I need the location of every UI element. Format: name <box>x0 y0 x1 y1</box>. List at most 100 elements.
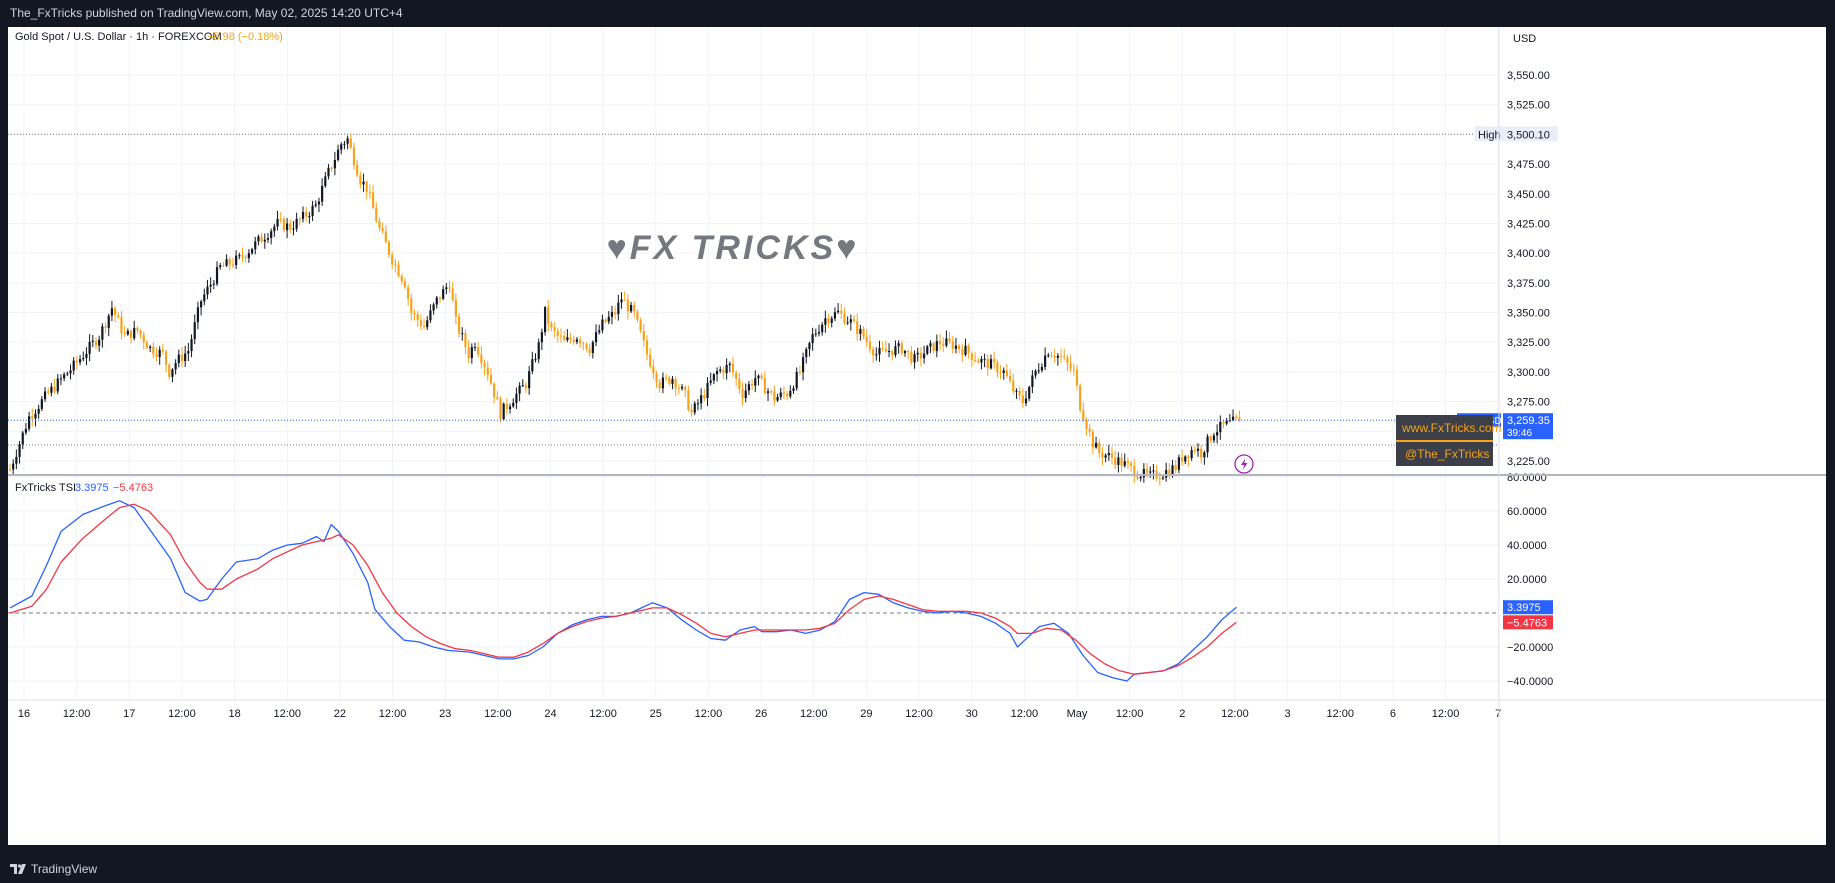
candle <box>1066 354 1069 372</box>
candle <box>980 355 983 370</box>
candle <box>636 309 639 323</box>
candle <box>400 273 403 285</box>
candle <box>477 342 480 358</box>
candle <box>1031 370 1034 394</box>
candle <box>626 294 629 320</box>
candle <box>579 336 582 348</box>
candle <box>534 353 537 363</box>
x-tick-label: 3 <box>1285 708 1291 720</box>
candle <box>34 409 37 427</box>
candle <box>862 326 865 340</box>
candle <box>502 402 505 421</box>
watermark-website-box[interactable]: www.FxTricks.com @The_FxTricks <box>1396 415 1502 466</box>
candle <box>1180 449 1184 466</box>
candle <box>840 303 843 319</box>
candle <box>766 388 770 402</box>
candle <box>846 316 849 325</box>
candle <box>591 340 594 359</box>
lightning-icon[interactable] <box>1234 454 1254 474</box>
candle <box>314 200 317 208</box>
candle <box>607 310 610 325</box>
x-tick-label: 22 <box>334 708 346 720</box>
price-tick-label: 3,325.00 <box>1507 337 1550 349</box>
price-tick-label: 3,350.00 <box>1507 308 1550 320</box>
candle <box>91 335 94 348</box>
candle <box>336 144 340 162</box>
price-tick-label: 3,450.00 <box>1507 189 1550 201</box>
candle <box>407 284 410 306</box>
candle <box>203 288 206 306</box>
symbol-title[interactable]: Gold Spot / U.S. Dollar · 1h · FOREXCOM <box>15 31 222 43</box>
candle <box>133 320 136 341</box>
price-pane[interactable] <box>8 133 1499 486</box>
candle <box>827 314 830 328</box>
grid <box>8 27 1499 700</box>
candle <box>349 133 352 150</box>
candle <box>101 323 104 348</box>
candle <box>1110 446 1114 465</box>
tsi-pane[interactable] <box>8 500 1499 682</box>
candle <box>263 233 266 249</box>
tsi-value: 3.3975 <box>75 482 109 494</box>
candle <box>483 360 486 376</box>
candle <box>808 341 811 357</box>
candle <box>907 349 910 360</box>
candle <box>250 247 254 255</box>
candle <box>222 261 225 268</box>
candle <box>448 280 451 293</box>
candle <box>550 320 553 331</box>
candle <box>75 356 78 370</box>
candle <box>945 330 948 348</box>
candle <box>919 347 923 367</box>
x-tick-label: 29 <box>860 708 872 720</box>
price-tick-label: 3,550.00 <box>1507 70 1550 82</box>
candle <box>378 217 381 232</box>
candle <box>279 211 282 224</box>
candle <box>1037 363 1040 375</box>
candle <box>518 382 521 402</box>
candle <box>922 345 926 364</box>
candle <box>1104 453 1107 463</box>
indicator-title[interactable]: FxTricks TSI <box>15 482 76 494</box>
candle <box>145 340 149 350</box>
candle <box>1187 454 1190 467</box>
candle <box>977 358 980 364</box>
candle <box>528 365 531 395</box>
candle <box>161 344 164 355</box>
candle <box>674 376 677 397</box>
candle <box>747 381 751 395</box>
candle <box>384 225 387 244</box>
candle <box>1155 464 1158 482</box>
tradingview-brand[interactable]: TradingView <box>10 855 97 883</box>
candle <box>1184 455 1187 465</box>
candle <box>696 399 700 411</box>
tsi-line <box>9 500 1237 682</box>
candle <box>489 367 493 386</box>
candle <box>798 365 801 376</box>
candle <box>661 372 665 394</box>
candle <box>139 328 142 339</box>
footer-bar: TradingView <box>0 855 1835 883</box>
candle <box>1174 459 1177 474</box>
candle <box>457 313 461 338</box>
candle <box>1107 444 1110 461</box>
x-tick-label: 12:00 <box>484 708 512 720</box>
candle <box>327 164 330 180</box>
candle <box>31 408 34 427</box>
chart-svg[interactable]: 16 12:00 17 12:00 18 12:00 22 12:00 23 12:00 24 12:… <box>8 27 1826 845</box>
candle <box>289 219 292 234</box>
candle <box>238 252 241 260</box>
candle <box>40 395 43 412</box>
candle <box>47 387 50 396</box>
candle <box>973 352 977 363</box>
candle <box>531 351 534 375</box>
candle <box>324 172 327 188</box>
candle <box>954 337 958 354</box>
candle <box>1002 367 1005 380</box>
candle <box>432 302 435 315</box>
candle <box>671 375 674 390</box>
currency-label[interactable]: USD <box>1513 33 1536 45</box>
candle <box>397 260 400 278</box>
candle <box>142 331 145 350</box>
candle <box>690 403 693 417</box>
